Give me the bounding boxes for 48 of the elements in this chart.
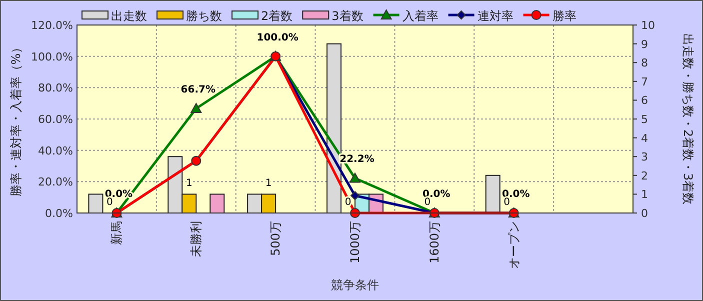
x-axis-title: 競争条件 bbox=[331, 278, 379, 292]
y2-tick-label: 8 bbox=[641, 56, 648, 70]
y2-tick-label: 7 bbox=[641, 75, 648, 88]
y2-tick-label: 4 bbox=[641, 132, 648, 145]
bar bbox=[485, 174, 500, 214]
x-tick-label: オープン bbox=[506, 221, 521, 269]
x-tick-label: 未勝利 bbox=[189, 221, 204, 257]
legend-label: 出走数 bbox=[111, 9, 147, 23]
legend-label: 2着数 bbox=[261, 9, 293, 23]
data-label: 66.7% bbox=[180, 84, 216, 96]
y-tick-label: 120.0% bbox=[31, 19, 73, 32]
point bbox=[350, 172, 360, 183]
y2-tick-label: 9 bbox=[641, 38, 648, 51]
y2-tick-label: 10 bbox=[641, 19, 655, 32]
point bbox=[350, 191, 360, 200]
legend-label: 勝ち数 bbox=[186, 9, 222, 23]
y-tick-label: 40.0% bbox=[38, 144, 73, 158]
legend-label: 連対率 bbox=[477, 9, 514, 23]
y-axis-title: 勝率・連対率・入着率（%） bbox=[9, 41, 23, 197]
bar bbox=[88, 194, 104, 214]
data-label: 0 bbox=[424, 197, 431, 208]
data-label: 0 bbox=[504, 197, 510, 208]
y2-axis-title: 出走数・勝ち数・2着数・3着数 bbox=[681, 33, 695, 205]
y2-tick-label: 5 bbox=[641, 113, 648, 126]
bar bbox=[210, 194, 225, 214]
y2-tick-label: 0 bbox=[641, 207, 648, 220]
x-tick-label: 新馬 bbox=[110, 221, 124, 245]
data-label: 0 bbox=[106, 197, 113, 208]
x-tick-label: 1600万 bbox=[427, 221, 442, 264]
y-tick-label: 100.0% bbox=[31, 50, 73, 64]
legend-label: 3着数 bbox=[332, 9, 364, 23]
data-label: 1 bbox=[265, 178, 272, 190]
y-tick-label: 60.0% bbox=[38, 113, 73, 126]
legend-label: 勝率 bbox=[552, 9, 576, 23]
point bbox=[190, 103, 202, 114]
bar bbox=[326, 43, 342, 214]
data-label: 1 bbox=[186, 178, 192, 190]
y2-tick-label: 2 bbox=[641, 169, 648, 182]
x-tick-label: 500万 bbox=[268, 221, 283, 256]
y-tick-label: 0.0% bbox=[45, 207, 73, 220]
y2-tick-label: 6 bbox=[641, 94, 648, 108]
legend-label: 入着率 bbox=[402, 9, 438, 23]
y-tick-label: 80.0% bbox=[38, 82, 73, 95]
y2-tick-label: 1 bbox=[641, 188, 648, 202]
x-tick-label: 1000万 bbox=[348, 221, 362, 264]
data-label: 100.0% bbox=[256, 32, 298, 44]
y-tick-label: 20.0% bbox=[38, 176, 73, 189]
y2-tick-label: 3 bbox=[641, 150, 648, 164]
